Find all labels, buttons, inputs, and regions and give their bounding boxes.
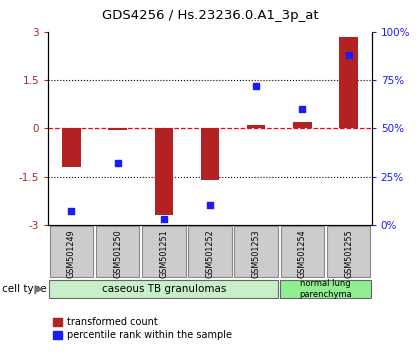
Text: GSM501255: GSM501255 <box>344 229 353 278</box>
Text: GSM501252: GSM501252 <box>205 229 215 278</box>
Bar <box>188 226 232 277</box>
Point <box>207 202 213 208</box>
Bar <box>142 226 186 277</box>
Bar <box>50 226 93 277</box>
Point <box>114 160 121 166</box>
Bar <box>247 125 265 128</box>
Bar <box>96 226 139 277</box>
Bar <box>49 280 278 298</box>
Bar <box>234 226 278 277</box>
Text: normal lung
parenchyma: normal lung parenchyma <box>299 279 352 298</box>
Text: caseous TB granulomas: caseous TB granulomas <box>102 284 226 294</box>
Text: GSM501250: GSM501250 <box>113 229 122 278</box>
Text: GSM501254: GSM501254 <box>298 229 307 278</box>
Text: ▶: ▶ <box>35 284 43 294</box>
Text: GDS4256 / Hs.23236.0.A1_3p_at: GDS4256 / Hs.23236.0.A1_3p_at <box>102 9 318 22</box>
Bar <box>108 128 127 130</box>
Text: GSM501251: GSM501251 <box>159 229 168 278</box>
Bar <box>293 122 312 128</box>
Point <box>68 209 75 214</box>
Bar <box>280 280 371 298</box>
Bar <box>327 226 370 277</box>
Bar <box>201 128 219 180</box>
Legend: transformed count, percentile rank within the sample: transformed count, percentile rank withi… <box>53 318 232 340</box>
Bar <box>155 128 173 215</box>
Point <box>345 52 352 58</box>
Text: cell type: cell type <box>2 284 47 294</box>
Bar <box>62 128 81 167</box>
Text: GSM501249: GSM501249 <box>67 229 76 278</box>
Text: GSM501253: GSM501253 <box>252 229 261 278</box>
Point <box>253 83 260 89</box>
Bar <box>339 37 358 128</box>
Point <box>299 106 306 112</box>
Point <box>160 216 167 222</box>
Bar <box>281 226 324 277</box>
